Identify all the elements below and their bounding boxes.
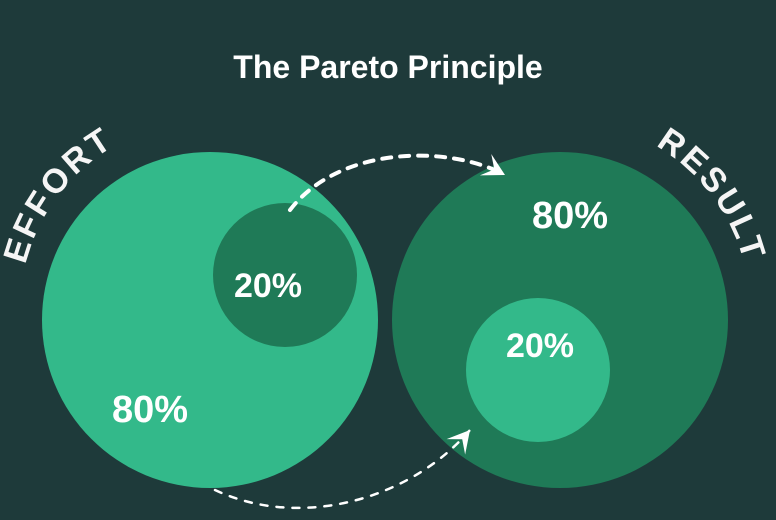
title: The Pareto Principle (233, 49, 542, 85)
result-80-label: 80% (532, 195, 608, 237)
pareto-diagram: 80%20%80%20%The Pareto PrincipleEFFORTRE… (0, 0, 776, 520)
result-small-circle (466, 298, 610, 442)
result-20-label: 20% (506, 327, 574, 365)
diagram-svg: 80%20%80%20%The Pareto PrincipleEFFORTRE… (0, 0, 776, 520)
effort-80-label: 80% (112, 389, 188, 431)
effort-20-label: 20% (234, 267, 302, 305)
